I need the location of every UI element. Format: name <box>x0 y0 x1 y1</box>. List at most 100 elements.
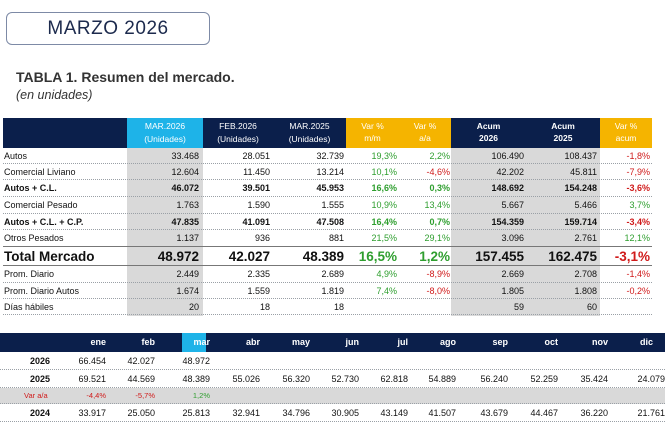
month-value: 1,2% <box>192 391 210 400</box>
cell-a25: 154.248 <box>564 183 597 193</box>
month-header-abr: abr <box>245 337 260 347</box>
cell-vaa: -8,9% <box>426 269 450 279</box>
header-mar2026: MAR.2026 <box>144 121 186 131</box>
cell-a25: 5.466 <box>574 200 597 210</box>
month-value: 43.679 <box>480 408 508 418</box>
header-mar2025-unit: (Unidades) <box>288 134 331 144</box>
cell-a25: 162.475 <box>548 249 597 264</box>
cell-vaa: 2,2% <box>429 151 450 161</box>
cell-a25: 2.761 <box>574 233 597 243</box>
cell-mar25: 48.389 <box>302 249 344 264</box>
header-mar2026-unit: (Unidades) <box>144 134 186 144</box>
month-value: 48.389 <box>182 374 210 384</box>
cell-a26: 148.692 <box>491 183 524 193</box>
cell-mar25: 47.508 <box>316 217 344 227</box>
cell-vaa: 1,2% <box>419 249 450 264</box>
month-header-sep: sep <box>492 337 508 347</box>
header-var-acum-band <box>600 118 652 148</box>
cell-mar: 33.468 <box>171 151 199 161</box>
cell-vaa: 29,1% <box>424 233 450 243</box>
cell-mar: 47.835 <box>171 217 199 227</box>
cell-mar25: 1.819 <box>321 286 344 296</box>
row-label: Autos + C.L. <box>4 183 57 193</box>
cell-mar25: 45.953 <box>316 183 344 193</box>
table2-row-divider <box>0 369 665 370</box>
cell-vmm: 10,9% <box>371 200 397 210</box>
month-title-box: MARZO 2026 <box>6 12 210 45</box>
cell-a25: 2.708 <box>574 269 597 279</box>
cell-vmm: 10,1% <box>371 167 397 177</box>
cell-vaa: -8,0% <box>426 286 450 296</box>
cell-vmm: 19,3% <box>371 151 397 161</box>
cell-feb: 2.335 <box>247 269 270 279</box>
month-value: 55.026 <box>232 374 260 384</box>
header-var-aa-sub: a/a <box>419 133 431 143</box>
month-value: 36.220 <box>580 408 608 418</box>
row-label: Prom. Diario Autos <box>4 286 80 296</box>
cell-a25: 45.811 <box>570 167 597 177</box>
cell-vac: -3,6% <box>626 183 650 193</box>
cell-mar: 1.137 <box>176 233 199 243</box>
cell-vaa: -4,6% <box>426 167 450 177</box>
cell-feb: 1.590 <box>247 200 270 210</box>
cell-vac: -3,4% <box>626 217 650 227</box>
cell-mar25: 881 <box>328 233 344 243</box>
header-acum2026-year: 2026 <box>479 133 498 143</box>
month-value: 66.454 <box>78 356 106 366</box>
table-title: TABLA 1. Resumen del mercado. <box>16 69 235 85</box>
cell-a26: 3.096 <box>501 233 524 243</box>
cell-mar: 2.449 <box>176 269 199 279</box>
row-label: Total Mercado <box>4 249 95 264</box>
table2-row-divider <box>0 403 665 404</box>
column-acum-band <box>451 148 600 316</box>
cell-mar: 1.763 <box>176 200 199 210</box>
cell-a26: 157.455 <box>475 249 524 264</box>
month-title: MARZO 2026 <box>47 17 169 39</box>
header-var-mm: Var % <box>361 121 384 131</box>
month-value: 43.149 <box>380 408 408 418</box>
cell-feb: 28.051 <box>242 151 270 161</box>
header-mar2026-band <box>127 118 203 148</box>
month-value: -5,7% <box>135 391 155 400</box>
row-year-label: 2026 <box>30 356 51 366</box>
row-divider <box>3 282 652 283</box>
month-value: 48.972 <box>182 356 210 366</box>
cell-feb: 41.091 <box>242 217 270 227</box>
table2-header-band <box>0 333 665 352</box>
month-value: -4,4% <box>86 391 106 400</box>
cell-vac: 12,1% <box>624 233 650 243</box>
cell-vac <box>600 299 650 315</box>
month-value: 25.050 <box>127 408 155 418</box>
cell-vmm: 16,4% <box>371 217 397 227</box>
row-divider <box>3 213 652 214</box>
cell-vaa: 0,7% <box>429 217 450 227</box>
header-acum2025-year: 2025 <box>553 133 573 143</box>
cell-a26: 5.667 <box>501 200 524 210</box>
month-header-may: may <box>291 337 310 347</box>
row-divider <box>3 229 652 230</box>
month-value: 25.813 <box>182 408 210 418</box>
cell-feb: 42.027 <box>228 249 270 264</box>
month-value: 56.240 <box>480 374 508 384</box>
cell-vaa: 13,4% <box>424 200 450 210</box>
total-divider-top <box>3 246 652 247</box>
row-label: Días hábiles <box>4 302 54 312</box>
cell-mar: 1.674 <box>176 286 199 296</box>
cell-feb: 936 <box>254 233 270 243</box>
row-divider <box>3 298 652 299</box>
month-header-nov: nov <box>591 337 608 347</box>
month-value: 56.320 <box>282 374 310 384</box>
header-acum2025: Acum <box>551 121 575 131</box>
cell-mar: 48.972 <box>157 249 199 264</box>
cell-vmm: 4,9% <box>376 269 397 279</box>
month-header-ene: ene <box>90 337 106 347</box>
row-year-label: 2025 <box>30 374 51 384</box>
cell-vac: -1,8% <box>626 151 650 161</box>
table1-header-band <box>3 118 652 148</box>
month-value: 52.259 <box>530 374 558 384</box>
cell-vac: -7,9% <box>626 167 650 177</box>
table2-var-band <box>0 388 665 404</box>
row-label: Autos + C.L. + C.P. <box>4 217 84 227</box>
header-var-band <box>346 118 451 148</box>
header-acum2026: Acum <box>476 121 501 131</box>
